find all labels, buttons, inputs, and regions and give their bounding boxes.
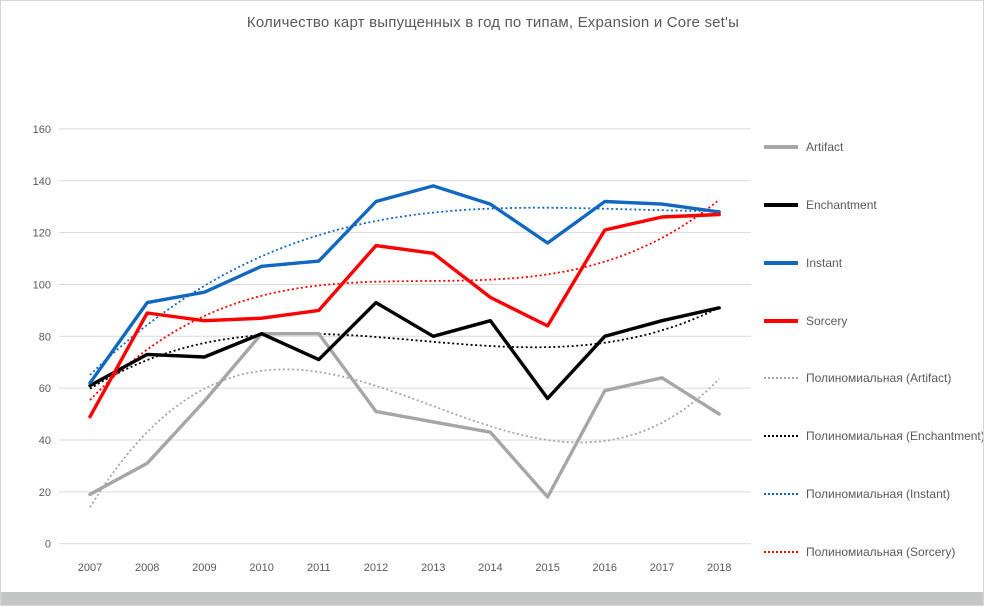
- legend-dotted-sample: [764, 377, 798, 380]
- legend-line-sample: [764, 145, 798, 149]
- legend-item-полиномиальная-artifact-[interactable]: Полиномиальная (Artifact): [764, 371, 951, 385]
- legend-dotted-sample: [764, 493, 798, 496]
- x-axis-label: 2007: [78, 562, 102, 574]
- y-axis-label: 20: [39, 487, 51, 499]
- legend-item-полиномиальная-instant-[interactable]: Полиномиальная (Instant): [764, 487, 950, 501]
- x-axis-label: 2010: [249, 562, 273, 574]
- y-axis-label: 100: [33, 279, 51, 291]
- series-instant-line[interactable]: [88, 184, 721, 385]
- legend-item-instant[interactable]: Instant: [764, 256, 842, 270]
- series-sorcery-line[interactable]: [88, 212, 721, 419]
- x-axis-label: 2013: [421, 562, 445, 574]
- trendline-sorcery[interactable]: [89, 198, 720, 401]
- x-axis-label: 2018: [707, 562, 731, 574]
- legend-dotted-sample: [764, 551, 798, 554]
- x-axis-label: 2011: [307, 562, 331, 574]
- trendline-enchantment[interactable]: [89, 306, 720, 390]
- legend-line-sample: [764, 202, 798, 207]
- legend-label: Полиномиальная (Enchantment): [806, 429, 984, 444]
- x-axis-label: 2008: [135, 562, 159, 574]
- legend-label: Instant: [806, 255, 843, 270]
- y-axis-label: 60: [39, 383, 51, 395]
- y-axis-label: 0: [45, 539, 51, 551]
- x-axis-label: 2009: [192, 562, 216, 574]
- y-axis-label: 120: [33, 228, 51, 240]
- legend-label: Полиномиальная (Artifact): [806, 371, 952, 386]
- legend-item-полиномиальная-enchantment-[interactable]: Полиномиальная (Enchantment): [764, 429, 984, 444]
- x-axis-label: 2012: [364, 562, 388, 574]
- legend-dotted-sample: [764, 435, 798, 438]
- legend-item-enchantment[interactable]: Enchantment: [764, 198, 877, 212]
- legend-line-sample: [764, 318, 798, 323]
- legend-label: Artifact: [806, 140, 844, 154]
- trendline-instant[interactable]: [89, 206, 720, 376]
- legend-line-sample: [764, 260, 798, 265]
- series-enchantment-line[interactable]: [88, 300, 721, 401]
- y-axis-label: 40: [39, 435, 51, 447]
- legend-label: Полиномиальная (Sorcery): [806, 545, 956, 560]
- legend-label: Полиномиальная (Instant): [806, 487, 951, 502]
- bottom-window-edge: [1, 592, 983, 605]
- legend-item-полиномиальная-sorcery-[interactable]: Полиномиальная (Sorcery): [764, 545, 955, 559]
- chart-title: Количество карт выпущенных в год по типа…: [246, 14, 740, 31]
- legend-label: Sorcery: [806, 313, 848, 328]
- y-axis-label: 80: [39, 331, 51, 343]
- legend-label: Enchantment: [806, 197, 877, 212]
- trendline-artifact[interactable]: [89, 368, 720, 508]
- x-axis-label: 2016: [593, 562, 617, 574]
- x-axis-label: 2017: [650, 562, 674, 574]
- x-axis-label: 2015: [535, 562, 559, 574]
- legend-item-artifact[interactable]: Artifact: [764, 140, 843, 154]
- x-axis-label: 2014: [478, 562, 502, 574]
- legend-item-sorcery[interactable]: Sorcery: [764, 314, 847, 328]
- series-artifact-line[interactable]: [88, 332, 721, 499]
- y-axis-label: 160: [33, 124, 51, 136]
- y-axis-label: 140: [33, 176, 51, 188]
